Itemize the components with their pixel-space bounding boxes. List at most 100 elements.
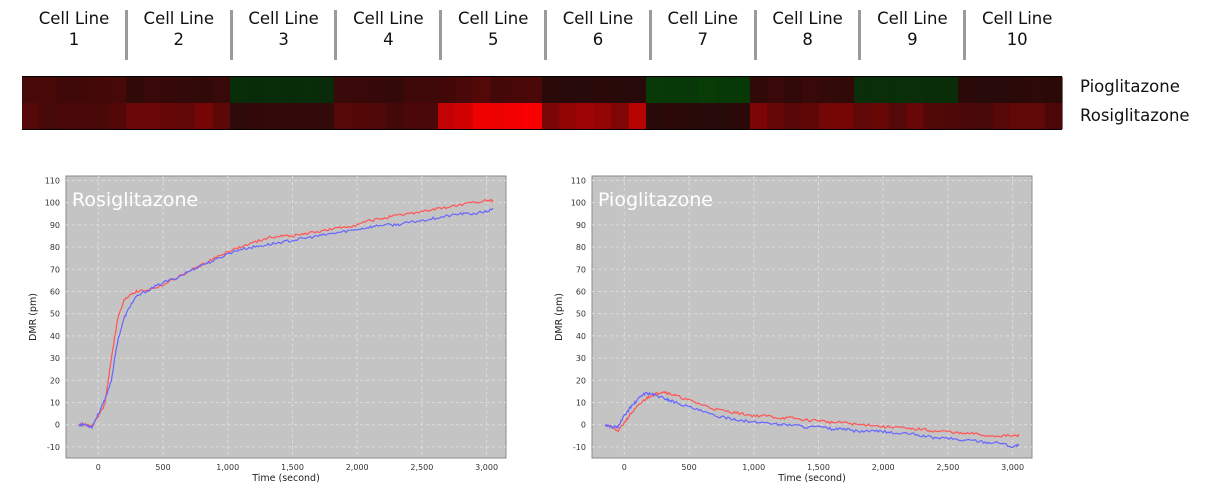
cell-line-separator (229, 10, 233, 60)
plot-area (591, 175, 1033, 459)
heatmap-cell (836, 77, 855, 103)
heatmap-cell (542, 103, 560, 129)
heatmap-cell (559, 103, 578, 129)
heatmap-cell (420, 77, 439, 103)
heatmap-cell (784, 77, 803, 103)
cell-line-header: Cell Line 1 Cell Line 2 Cell Line 3 Cell Line 4… (22, 8, 1070, 64)
heatmap-cell (1027, 77, 1046, 103)
heatmap-cell (178, 103, 196, 129)
heatmap-cell (1044, 103, 1063, 129)
heatmap-cell (940, 103, 959, 129)
y-tick-label: 60 (576, 287, 586, 296)
heatmap-cell (74, 77, 92, 103)
heatmap-cell (143, 103, 162, 129)
cell-line-label-7: Cell Line 7 (651, 8, 755, 64)
heatmap-cell (403, 77, 422, 103)
heatmap-cell (750, 77, 768, 103)
heatmap-cell (836, 103, 855, 129)
heatmap-cell (403, 103, 422, 129)
cell-line-label-4: Cell Line 4 (336, 8, 440, 64)
y-tick-label: 30 (50, 354, 60, 363)
heatmap-cell (472, 77, 491, 103)
heatmap-cell (767, 103, 786, 129)
heatmap-cell (906, 103, 924, 129)
x-tick-label: 1,000 (216, 463, 239, 472)
x-tick-label: 2,500 (936, 463, 959, 472)
heatmap-cell (819, 77, 838, 103)
heatmap-cell (39, 77, 58, 103)
heatmap-cell (628, 103, 647, 129)
heatmap-cell (559, 77, 578, 103)
heatmap-cell (178, 77, 196, 103)
heatmap-cell (715, 77, 734, 103)
heatmap-cell (334, 103, 352, 129)
cell-line-title: Cell Line (562, 9, 634, 28)
heatmap-cell (975, 103, 994, 129)
cell-line-separator (124, 10, 128, 60)
heatmap-cell (143, 77, 162, 103)
heatmap-cell (316, 103, 335, 129)
cell-line-label-3: Cell Line 3 (232, 8, 336, 64)
heatmap-cell (22, 77, 40, 103)
x-tick-label: 3,000 (1001, 463, 1024, 472)
cell-line-label-1: Cell Line 1 (22, 8, 126, 64)
cell-line-number: 7 (697, 30, 709, 49)
cell-line-label-10: Cell Line 10 (965, 8, 1069, 64)
heatmap-cell (438, 77, 456, 103)
y-tick-label: 30 (576, 354, 586, 363)
heatmap-cell (576, 77, 595, 103)
cell-line-title: Cell Line (38, 9, 110, 28)
x-tick-label: 0 (622, 463, 627, 472)
series-line-blue (604, 391, 1020, 448)
heatmap-cell (264, 77, 283, 103)
heatmap-row-label-pioglitazone: Pioglitazone (1080, 77, 1180, 96)
y-tick-label: 110 (45, 176, 60, 185)
cell-line-separator (439, 10, 443, 60)
heatmap-cell (732, 77, 751, 103)
cell-line-title: Cell Line (143, 9, 215, 28)
x-tick-label: 500 (155, 463, 170, 472)
y-tick-label: 100 (571, 199, 586, 208)
cell-line-number: 2 (173, 30, 185, 49)
y-axis-label: DMR (pm) (28, 293, 39, 341)
heatmap-cell (160, 77, 179, 103)
heatmap-cell (854, 77, 872, 103)
heatmap-cell (334, 77, 352, 103)
heatmap-cell (490, 103, 508, 129)
heatmap-cell (975, 77, 994, 103)
x-axis-label: Time (second) (777, 473, 846, 484)
y-tick-label: 90 (50, 221, 60, 230)
cell-line-separator (753, 10, 757, 60)
heatmap-cell (611, 77, 630, 103)
heatmap-cell (871, 77, 890, 103)
cell-line-separator (963, 10, 967, 60)
heatmap-cell (1027, 103, 1046, 129)
heatmap-cell (212, 103, 231, 129)
cell-line-separator (334, 10, 338, 60)
heatmap-cell (386, 77, 404, 103)
heatmap-cell (247, 103, 266, 129)
y-tick-label: 40 (50, 332, 60, 341)
heatmap-cell (22, 103, 40, 129)
heatmap-cell (732, 103, 751, 129)
heatmap-cell (368, 77, 387, 103)
x-tick-label: 2,500 (410, 463, 433, 472)
series-line-red (78, 198, 494, 429)
y-tick-label: 100 (45, 199, 60, 208)
cell-line-title: Cell Line (981, 9, 1053, 28)
series-line-red (604, 390, 1020, 438)
heatmap-cell (594, 77, 612, 103)
x-tick-label: 2,000 (346, 463, 369, 472)
cell-line-separator (544, 10, 547, 60)
heatmap-cell (74, 103, 92, 129)
heatmap-cell (958, 77, 976, 103)
cell-line-number: 6 (592, 30, 604, 49)
cell-line-title: Cell Line (772, 9, 843, 28)
heatmap-cell (923, 103, 942, 129)
cell-line-number: 4 (383, 30, 394, 49)
cell-line-number: 1 (68, 30, 80, 49)
cell-line-number: 8 (802, 30, 813, 49)
x-tick-label: 2,000 (872, 463, 895, 472)
heatmap-cell (351, 103, 370, 129)
heatmap-cell (992, 77, 1011, 103)
